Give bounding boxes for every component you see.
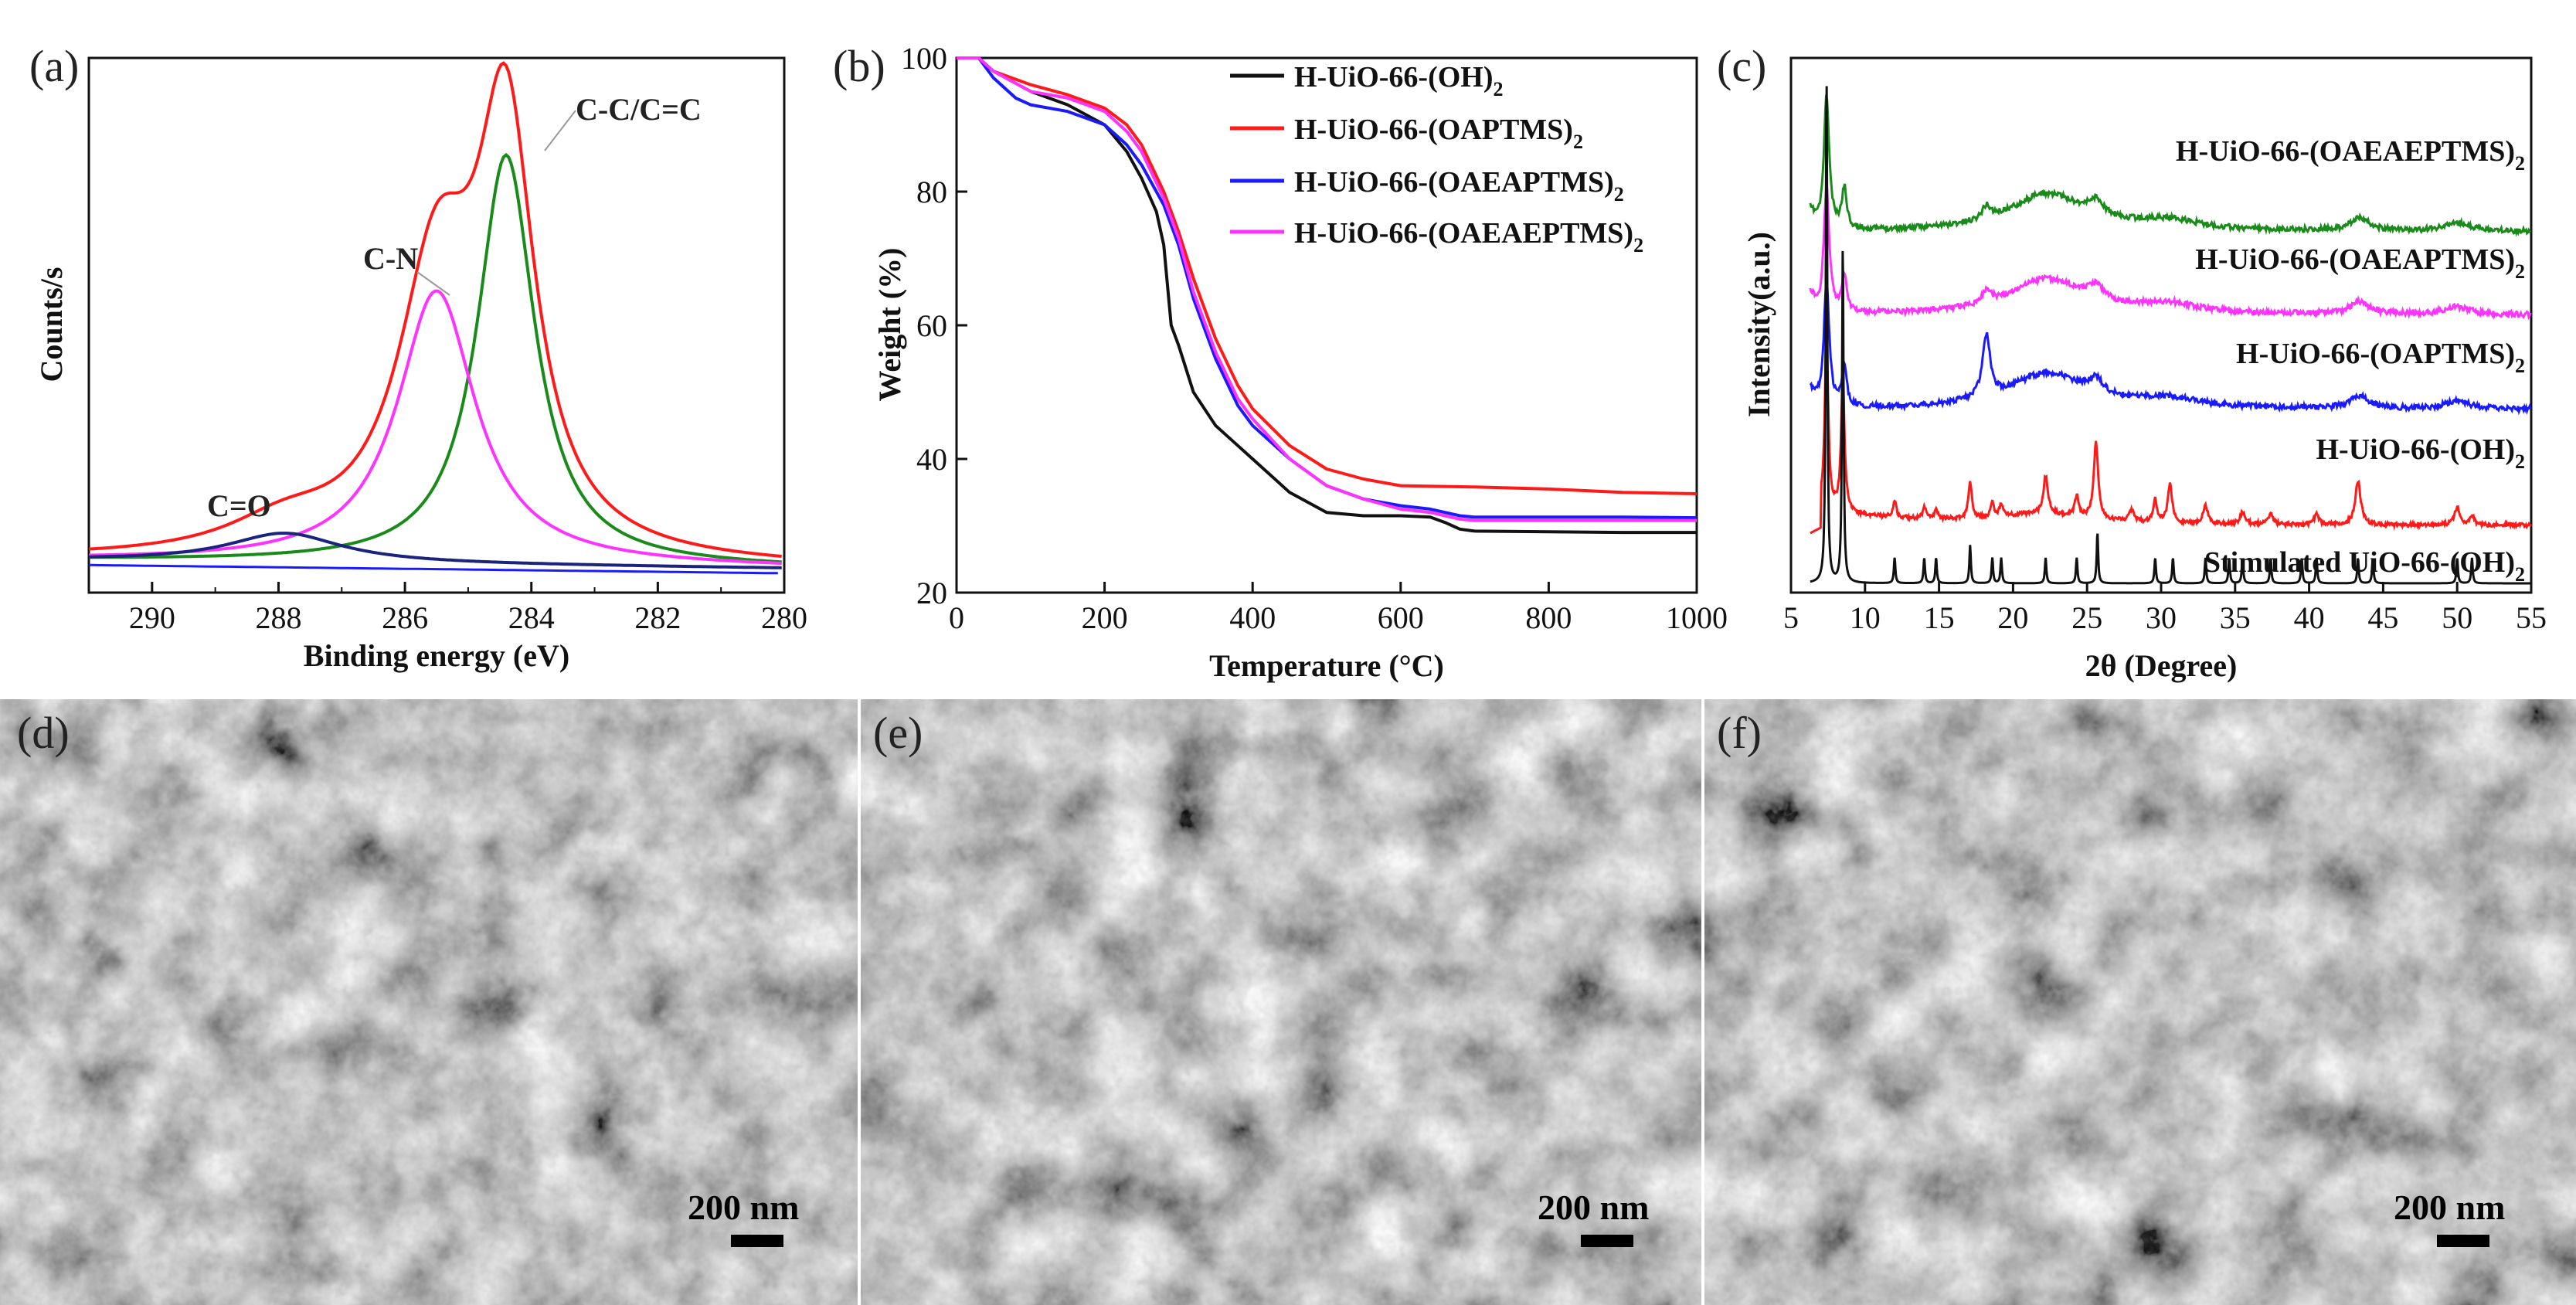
- panel-label-c: (c): [1717, 41, 1766, 91]
- panel-label-b: (b): [833, 41, 885, 91]
- xps-x-axis-title: Binding energy (eV): [304, 638, 569, 673]
- xps-x-tick-label: 288: [255, 600, 301, 635]
- tga-axes: 0 200 400 600 800 1000 20 40 60 80 100: [901, 41, 1728, 635]
- sem-image-d: (d) 200 nm: [0, 699, 858, 1305]
- tga-curve-oaeaptms: [957, 56, 1698, 520]
- tga-x-axis-title: Temperature (°C): [1209, 648, 1444, 683]
- xrd-x-tick-label: 5: [1783, 600, 1799, 635]
- xps-curve-envelope: [88, 61, 782, 558]
- panel-label-a: (a): [29, 41, 79, 91]
- xps-curve-cn: [89, 289, 782, 565]
- xrd-x-tick-label: 20: [1997, 600, 2028, 635]
- tga-x-tick-label: 1000: [1666, 600, 1728, 635]
- xps-x-tick-label: 284: [508, 600, 555, 635]
- xps-x-tick-label: 280: [761, 600, 807, 635]
- annotation-cn-leader: [416, 271, 450, 296]
- xrd-x-tick-label: 35: [2220, 600, 2251, 635]
- tga-y-tick-label: 40: [916, 442, 947, 477]
- xrd-label-oaeaptms: H-UiO-66-(OAEAPTMS)2: [2195, 243, 2525, 283]
- xrd-label-oaptms: H-UiO-66-(OAPTMS)2: [2236, 338, 2525, 377]
- xps-curve-co: [88, 532, 782, 569]
- xps-x-tick-label: 286: [382, 600, 428, 635]
- annotation-co: C=O: [207, 488, 271, 523]
- xps-c1s-panel: 290 288 286 284 282 280 (a) Binding energy (e…: [29, 41, 807, 673]
- xps-curve-background: [88, 563, 778, 575]
- xps-x-axis: 290 288 286 284 282 280: [88, 582, 807, 635]
- tga-curve-oaptms: [957, 56, 1698, 495]
- tga-x-tick-label: 200: [1082, 600, 1128, 635]
- tga-x-tick-label: 800: [1525, 600, 1572, 635]
- xps-x-tick-label: 290: [129, 600, 175, 635]
- tga-curves: [957, 56, 1698, 535]
- xrd-x-tick-label: 30: [2146, 600, 2177, 635]
- sem-image-e: (e) 200 nm: [861, 699, 1701, 1305]
- xrd-x-tick-label: 40: [2294, 600, 2325, 635]
- legend-item-oaeaeptms: H-UiO-66-(OAEAEPTMS)2: [1294, 217, 1643, 257]
- xrd-x-tick-label: 10: [1850, 600, 1881, 635]
- xrd-x-tick-label: 55: [2516, 600, 2547, 635]
- legend-item-oaptms: H-UiO-66-(OAPTMS)2: [1294, 114, 1583, 153]
- sem-d-grain: [0, 699, 858, 1305]
- xrd-x-axis: 5 10 15 20 25 30 35 40 45 50 55: [1783, 582, 2547, 635]
- tga-y-axis-title: Weight (%): [872, 248, 907, 402]
- xrd-y-axis-title: Intensity(a.u.): [1742, 232, 1776, 417]
- tga-y-tick-label: 20: [916, 576, 947, 610]
- tga-x-tick-label: 0: [949, 600, 964, 635]
- annotation-cc-leader: [544, 110, 576, 151]
- xrd-curve-simulated: [1810, 86, 2531, 585]
- annotation-cc: C-C/C=C: [576, 92, 702, 127]
- xrd-curve-oaeaptms: [1809, 185, 2532, 321]
- sem-f-grain: [1704, 699, 2576, 1305]
- xps-curves: [88, 61, 782, 575]
- tga-y-tick-label: 100: [901, 41, 947, 76]
- xps-x-tick-label: 282: [634, 600, 681, 635]
- xps-plot-frame: [87, 56, 786, 594]
- xrd-curve-oaptms: [1809, 280, 2532, 416]
- xrd-curve-oh: [1810, 331, 2533, 535]
- tga-curve-oh: [957, 56, 1697, 535]
- tga-y-tick-label: 80: [916, 175, 947, 209]
- scale-bar-e: [1581, 1235, 1633, 1247]
- sem-image-f: (f) 200 nm: [1704, 699, 2576, 1305]
- xrd-curve-oaeaeptms: [1809, 94, 2532, 237]
- legend-item-oh: H-UiO-66-(OH)2: [1294, 61, 1504, 100]
- xrd-curves: [1809, 86, 2533, 585]
- tga-x-tick-label: 400: [1229, 600, 1276, 635]
- tga-legend: H-UiO-66-(OH)2 H-UiO-66-(OAPTMS)2 H-UiO-…: [1230, 61, 1643, 257]
- xrd-panel: 5 10 15 20 25 30 35 40 45 50 55 (c) 2θ (Degree) In…: [1717, 41, 2547, 683]
- sem-e-grain: [861, 699, 1701, 1305]
- xrd-label-simulated: Stimulated UiO-66-(OH)2: [2204, 546, 2525, 586]
- xps-y-axis-title: Counts/s: [34, 267, 69, 382]
- tga-y-tick-label: 60: [916, 308, 947, 343]
- scale-bar-label-e: 200 nm: [1538, 1188, 1649, 1227]
- xrd-x-tick-label: 50: [2442, 600, 2472, 635]
- panel-label-d: (d): [17, 708, 70, 758]
- tga-x-tick-label: 600: [1378, 600, 1424, 635]
- xrd-x-tick-label: 25: [2071, 600, 2102, 635]
- scale-bar-f: [2437, 1235, 2489, 1247]
- legend-item-oaeaptms: H-UiO-66-(OAEAPTMS)2: [1294, 166, 1624, 206]
- scale-bar-label-f: 200 nm: [2394, 1188, 2505, 1227]
- scale-bar-d: [731, 1235, 783, 1247]
- xrd-x-axis-title: 2θ (Degree): [2085, 648, 2238, 683]
- annotation-cn: C-N: [363, 241, 418, 276]
- xrd-label-oh: H-UiO-66-(OH)2: [2316, 433, 2525, 473]
- xrd-label-oaeaeptms: H-UiO-66-(OAEAEPTMS)2: [2176, 135, 2525, 175]
- tga-panel: 0 200 400 600 800 1000 20 40 60 80 100 (b) Tempera…: [833, 41, 1728, 683]
- panel-label-f: (f): [1717, 708, 1762, 758]
- scale-bar-label-d: 200 nm: [688, 1188, 799, 1227]
- xrd-x-tick-label: 45: [2367, 600, 2398, 635]
- tga-curve-oaeaeptms: [957, 56, 1697, 522]
- xps-curve-cc: [89, 152, 782, 564]
- panel-label-e: (e): [873, 708, 923, 758]
- xrd-x-tick-label: 15: [1924, 600, 1955, 635]
